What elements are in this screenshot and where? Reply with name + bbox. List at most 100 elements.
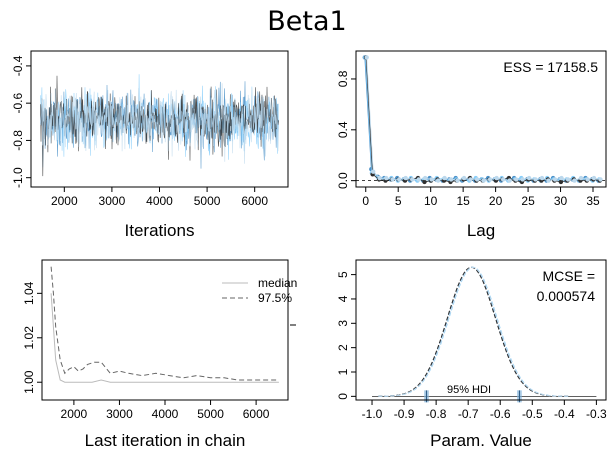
trace-xlabel: Iterations <box>125 221 195 240</box>
trace-ytick-label: -0.4 <box>11 55 25 76</box>
mcse-value: 0.000574 <box>537 288 596 304</box>
autocorr-point <box>461 175 467 181</box>
trace-ytick-label: -0.8 <box>11 130 25 151</box>
shrink-panel: 2000 3000 4000 5000 6000 1.00 1.02 1.04 median … <box>22 259 297 450</box>
trace-line-chain-4 <box>40 83 279 164</box>
density-xtick-label: -0.5 <box>522 407 543 421</box>
autocorr-point <box>500 177 506 182</box>
autocorr-point <box>371 169 376 174</box>
autocorr-line-chain-1 <box>364 57 599 182</box>
density-ytick-label: 2 <box>336 344 350 351</box>
autocorr-point <box>455 178 460 183</box>
density-xtick-label: -0.9 <box>394 407 415 421</box>
trace-axes: 2000 3000 4000 5000 6000 -1.0 -0.8 -0.6 -0.4 <box>11 55 268 208</box>
autocorr-point <box>397 177 402 182</box>
autocorr-point <box>390 177 395 182</box>
autocorr-xtick-label: 15 <box>456 194 470 208</box>
autocorr-point <box>416 177 421 182</box>
density-ytick-label: 1 <box>336 368 350 375</box>
autocorr-point <box>429 177 434 182</box>
density-line-chain-1 <box>378 266 570 397</box>
main-title: Beta1 <box>267 6 346 37</box>
ess-annotation: ESS = 17158.5 <box>503 59 598 75</box>
shrink-xtick-label: 5000 <box>197 407 224 421</box>
density-xtick-label: -0.6 <box>490 407 511 421</box>
trace-xtick-label: 4000 <box>146 194 173 208</box>
autocorr-point <box>533 177 538 182</box>
autocorr-point <box>546 178 551 183</box>
autocorr-point <box>526 175 532 181</box>
autocorr-point <box>384 175 389 181</box>
shrink-series <box>50 266 279 383</box>
autocorr-ytick-label: 0.4 <box>336 121 350 138</box>
autocorr-point <box>507 178 512 183</box>
shrink-line-median <box>50 293 279 383</box>
autocorr-point <box>422 179 427 185</box>
trace-xtick-label: 6000 <box>241 194 268 208</box>
shrink-legend: median 97.5% <box>222 276 297 305</box>
autocorr-point <box>539 175 545 181</box>
shrink-axes: 2000 3000 4000 5000 6000 1.00 1.02 1.04 <box>22 281 270 421</box>
shrink-xtick-label: 2000 <box>61 407 88 421</box>
density-xtick-label: -0.7 <box>458 407 479 421</box>
autocorr-point <box>487 177 493 182</box>
autocorr-xtick-label: 20 <box>489 194 503 208</box>
shrink-ytick-label: 1.00 <box>22 370 36 394</box>
trace-ytick-label: -1.0 <box>11 167 25 188</box>
autocorr-line-chain-3 <box>365 57 600 183</box>
density-ytick-label: 0 <box>336 393 350 400</box>
density-xtick-label: -0.4 <box>554 407 575 421</box>
autocorr-ytick-label: 0.8 <box>336 70 350 87</box>
autocorr-point <box>572 178 577 183</box>
shrink-ytick-label: 1.04 <box>22 281 36 305</box>
density-ytick-label: 4 <box>336 295 350 302</box>
autocorr-point <box>558 179 564 185</box>
autocorr-axes: 0 5 10 15 20 25 30 35 0.0 0.4 0.8 <box>336 70 600 208</box>
autocorr-point <box>403 175 408 181</box>
autocorr-point <box>377 175 382 181</box>
autocorr-panel: 0 5 10 15 20 25 30 35 0.0 0.4 0.8 ESS = 17158.5 La… <box>336 50 607 240</box>
mcse-label: MCSE = <box>542 268 595 284</box>
density-line-chain-2 <box>378 266 570 397</box>
autocorr-point <box>578 175 584 181</box>
shrink-xlabel: Last iteration in chain <box>85 431 246 450</box>
autocorr-xtick-label: 10 <box>424 194 438 208</box>
autocorr-xtick-label: 5 <box>395 194 402 208</box>
density-panel: -1.0 -0.9 -0.8 -0.7 -0.6 -0.5 -0.4 -0.3 0 1 2 3 4 5 M… <box>336 259 607 450</box>
density-ytick-label: 3 <box>336 320 350 327</box>
autocorr-point <box>481 178 486 183</box>
autocorr-point <box>364 55 369 60</box>
shrink-xtick-label: 4000 <box>152 407 179 421</box>
density-axes: -1.0 -0.9 -0.8 -0.7 -0.6 -0.5 -0.4 -0.3 0 1 2 3 4 5 <box>336 271 607 421</box>
autocorr-xtick-label: 35 <box>586 194 600 208</box>
legend-median-label: median <box>258 276 297 290</box>
autocorr-ytick-label: 0.0 <box>336 172 350 189</box>
shrink-xtick-label: 6000 <box>243 407 270 421</box>
autocorr-xtick-label: 30 <box>554 194 568 208</box>
density-xlabel: Param. Value <box>430 431 532 450</box>
autocorr-point <box>435 178 441 183</box>
autocorr-line-chain-2 <box>365 57 600 182</box>
shrink-xtick-label: 3000 <box>106 407 133 421</box>
hdi-label: 95% HDI <box>447 384 491 396</box>
trace-series <box>40 74 279 177</box>
autocorr-point <box>494 175 499 181</box>
autocorr-point <box>598 177 603 182</box>
density-xtick-label: -0.3 <box>586 407 607 421</box>
trace-xtick-label: 3000 <box>99 194 126 208</box>
shrink-plot-box <box>41 259 289 401</box>
autocorr-point <box>559 175 564 181</box>
legend-975-label: 97.5% <box>258 291 292 305</box>
density-line-chain-4 <box>378 266 570 397</box>
trace-xtick-label: 5000 <box>194 194 221 208</box>
autocorr-point <box>442 175 447 181</box>
autocorr-xtick-label: 25 <box>521 194 535 208</box>
autocorr-xlabel: Lag <box>467 221 495 240</box>
trace-panel: 2000 3000 4000 5000 6000 -1.0 -0.8 -0.6 -0.4 Ite… <box>11 50 289 240</box>
density-line-chain-3 <box>378 266 570 397</box>
autocorr-point <box>565 177 571 182</box>
autocorr-point <box>423 175 428 181</box>
shrink-ytick-label: 1.02 <box>22 326 36 350</box>
autocorr-point <box>410 177 415 182</box>
